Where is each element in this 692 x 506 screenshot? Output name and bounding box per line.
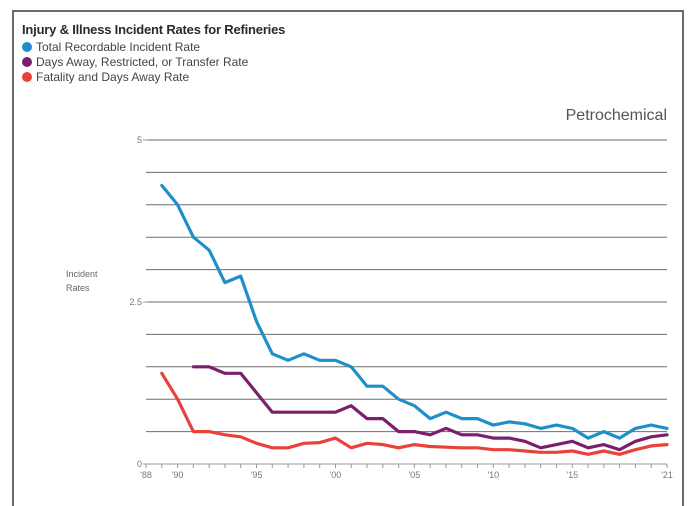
legend-dot-purple-icon: [22, 57, 32, 67]
y-tick-label: 0: [137, 459, 142, 469]
x-tick-label: '10: [487, 470, 499, 480]
chart-title: Injury & Illness Incident Rates for Refi…: [22, 22, 286, 37]
axes: 0 2.5 5 '88 '90 '95 '00 '05 '10 '15 '21: [129, 135, 672, 480]
legend-label: Fatality and Days Away Rate: [36, 70, 190, 84]
y-axis-label-line1: Incident: [66, 269, 98, 279]
x-tick-label: '15: [566, 470, 578, 480]
series-lines: [160, 183, 669, 456]
legend-dot-blue-icon: [22, 42, 32, 52]
frame-border-top: [12, 10, 684, 12]
x-tick-label: '21: [661, 470, 673, 480]
series-line-days-away-restricted: [191, 365, 669, 452]
frame-border-right: [682, 10, 684, 506]
legend-dot-red-icon: [22, 72, 32, 82]
y-tick-label: 2.5: [129, 297, 142, 307]
series-line-fatality-days-away: [160, 371, 669, 456]
series-line-total-recordable: [160, 183, 669, 440]
frame-border-left: [12, 10, 14, 506]
legend-item-fatality-days-away: Fatality and Days Away Rate: [22, 70, 189, 84]
y-tick-label: 5: [137, 135, 142, 145]
legend-label: Days Away, Restricted, or Transfer Rate: [36, 55, 249, 69]
x-tick-label: '90: [172, 470, 184, 480]
legend-item-days-away-restricted: Days Away, Restricted, or Transfer Rate: [22, 55, 248, 69]
legend-label: Total Recordable Incident Rate: [36, 40, 201, 54]
x-tick-label: '00: [330, 470, 342, 480]
x-tick-label: '05: [409, 470, 421, 480]
x-tick-label: '88: [140, 470, 152, 480]
legend-item-total-recordable: Total Recordable Incident Rate: [22, 40, 200, 54]
grid-lines: [146, 139, 667, 433]
y-axis-label-line2: Rates: [66, 283, 90, 293]
frame-divider-gap: [14, 90, 682, 96]
x-tick-label: '95: [251, 470, 263, 480]
chart-subtitle: Petrochemical: [566, 107, 667, 124]
